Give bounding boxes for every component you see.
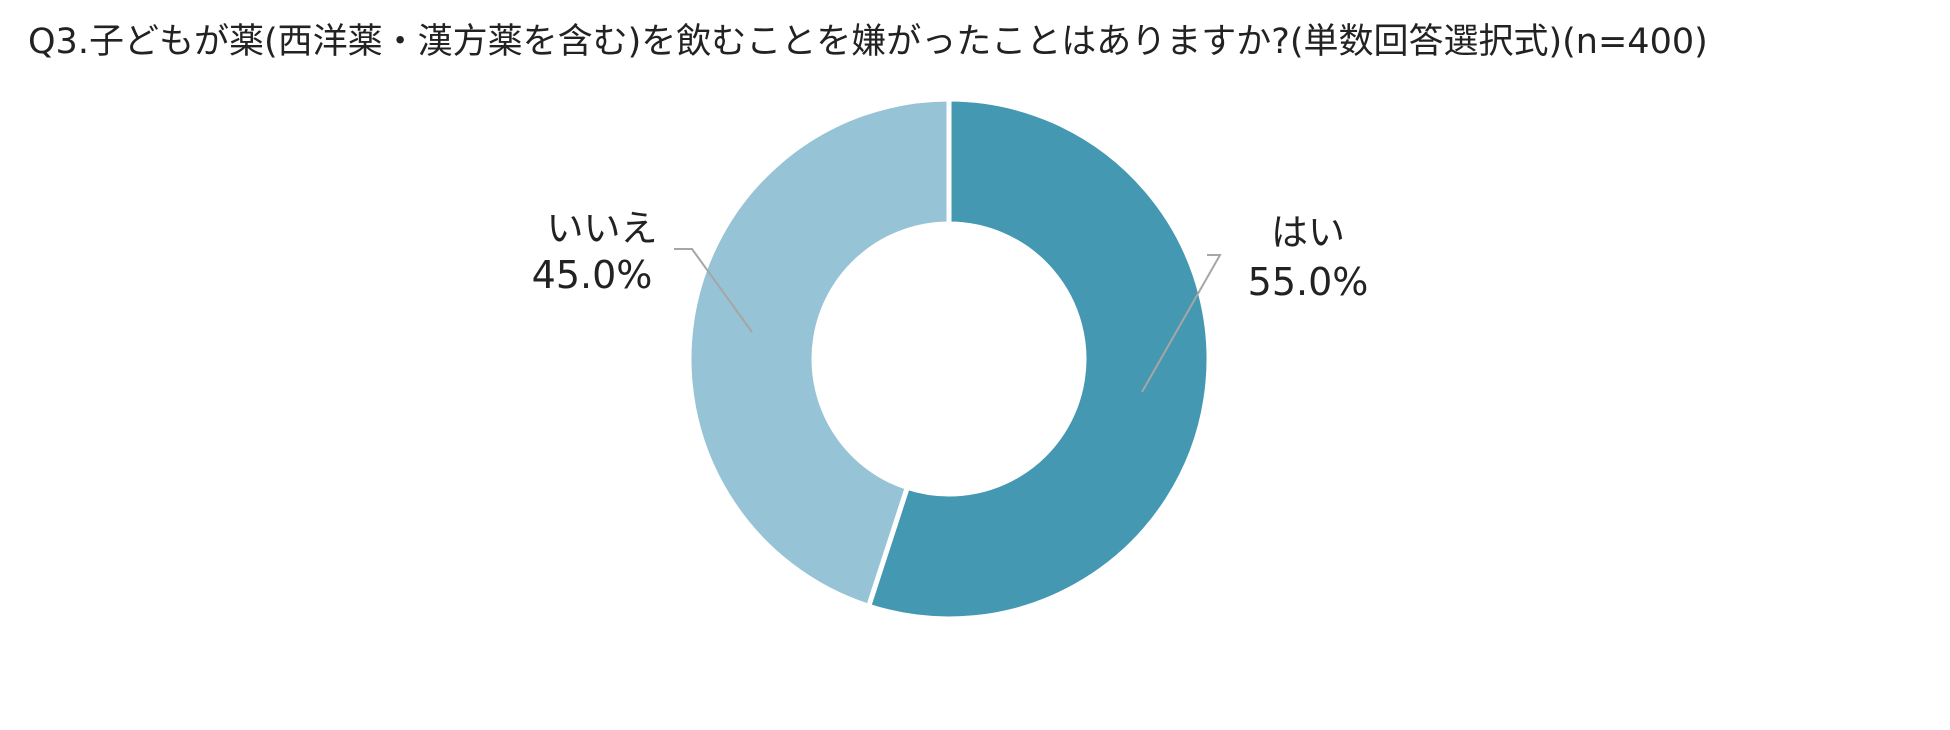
donut-slice [865,96,1212,622]
donut-slice [686,96,952,610]
leader-lines-layer [674,248,1222,393]
slice-value-label: 45.0% [532,253,653,297]
leader-line [674,248,753,333]
chart-title: Q3.子どもが薬(西洋薬・漢方薬を含む)を飲むことを嫌がったことはありますか?(… [28,22,1708,62]
slice-category-label: いいえ [547,207,658,250]
slice-category-label: はい [1271,211,1345,254]
slice-value-label: 55.0% [1248,260,1369,304]
slices-layer [686,96,1212,622]
leader-line [1141,254,1222,393]
